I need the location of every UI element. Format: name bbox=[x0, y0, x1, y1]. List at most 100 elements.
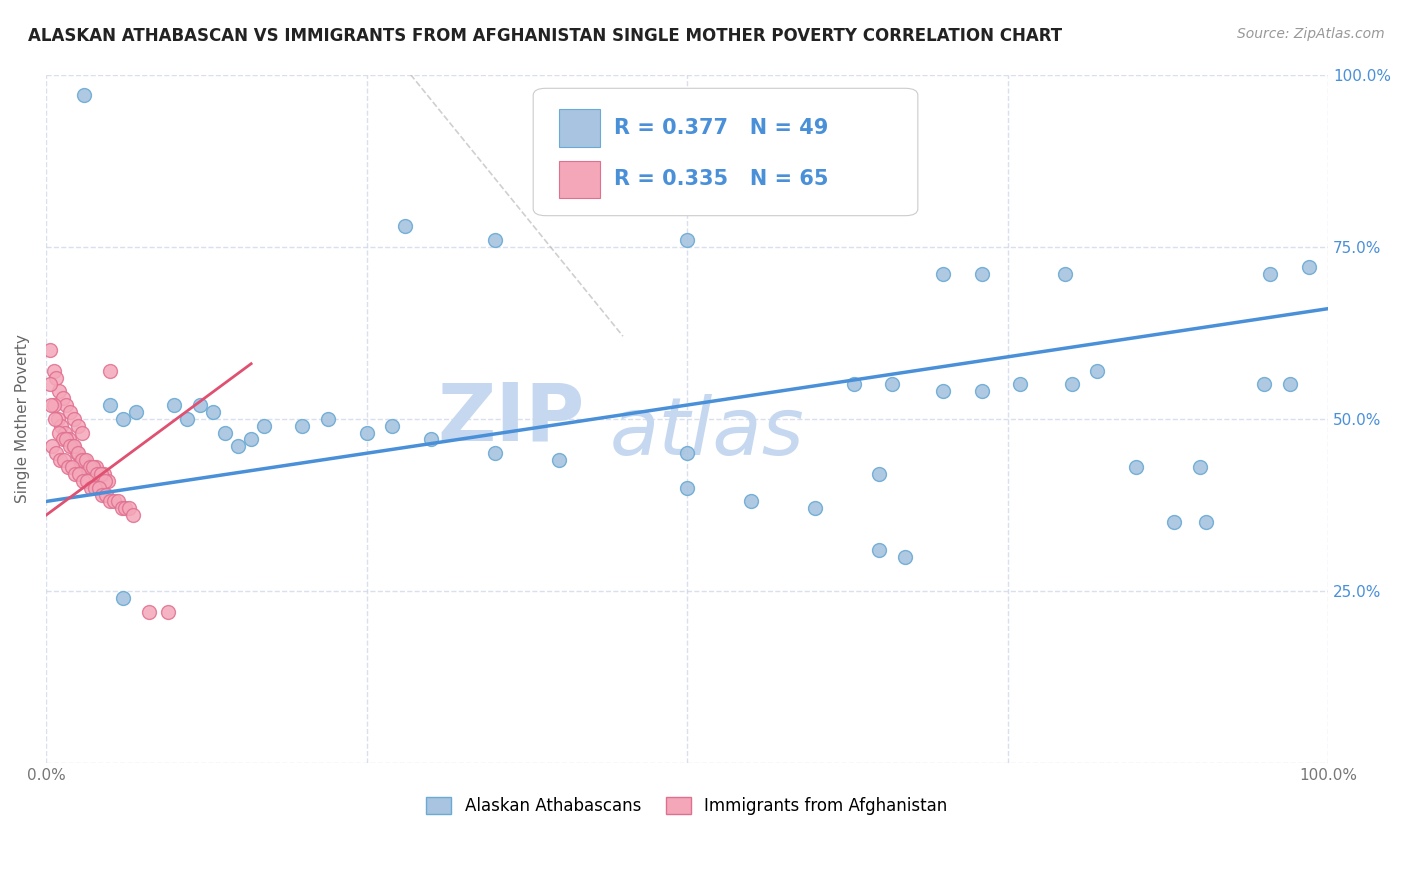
Point bbox=[55, 433, 77, 447]
Point bbox=[63, 412, 86, 426]
Point bbox=[52, 433, 75, 447]
Point bbox=[111, 501, 134, 516]
Point bbox=[1260, 267, 1282, 281]
Point bbox=[59, 439, 82, 453]
Point bbox=[188, 398, 211, 412]
Text: ALASKAN ATHABASCAN VS IMMIGRANTS FROM AFGHANISTAN SINGLE MOTHER POVERTY CORRELAT: ALASKAN ATHABASCAN VS IMMIGRANTS FROM AF… bbox=[28, 27, 1063, 45]
Point bbox=[82, 460, 104, 475]
Point bbox=[547, 453, 569, 467]
Point bbox=[90, 467, 112, 481]
Point bbox=[62, 439, 84, 453]
Point bbox=[868, 467, 890, 481]
Point bbox=[156, 605, 179, 619]
Point bbox=[53, 425, 76, 440]
Point bbox=[73, 88, 96, 103]
Point bbox=[138, 605, 160, 619]
Point bbox=[69, 453, 91, 467]
Y-axis label: Single Mother Poverty: Single Mother Poverty bbox=[15, 334, 30, 503]
Point bbox=[96, 487, 118, 501]
Point bbox=[316, 412, 339, 426]
Text: ZIP: ZIP bbox=[437, 380, 585, 458]
Point bbox=[894, 549, 917, 564]
Point bbox=[89, 467, 111, 481]
Point bbox=[41, 439, 63, 453]
Point bbox=[58, 433, 80, 447]
Point bbox=[356, 425, 378, 440]
Point bbox=[60, 460, 83, 475]
Point bbox=[49, 453, 72, 467]
Point bbox=[240, 433, 263, 447]
Point bbox=[59, 405, 82, 419]
Point bbox=[98, 494, 121, 508]
Point bbox=[1253, 377, 1275, 392]
Point bbox=[98, 398, 121, 412]
Point bbox=[932, 267, 955, 281]
Point bbox=[111, 412, 134, 426]
Point bbox=[75, 453, 97, 467]
Point bbox=[46, 412, 69, 426]
Point bbox=[42, 398, 65, 412]
Point bbox=[80, 481, 103, 495]
Point bbox=[676, 481, 699, 495]
Text: Source: ZipAtlas.com: Source: ZipAtlas.com bbox=[1237, 27, 1385, 41]
Point bbox=[39, 398, 62, 412]
Point bbox=[98, 363, 121, 377]
Point bbox=[96, 474, 118, 488]
Point bbox=[77, 460, 100, 475]
Point bbox=[48, 384, 70, 399]
Point bbox=[48, 425, 70, 440]
Point bbox=[842, 377, 865, 392]
Point bbox=[1298, 260, 1320, 275]
Point bbox=[66, 446, 89, 460]
Point bbox=[1278, 377, 1301, 392]
Point bbox=[45, 370, 67, 384]
Point bbox=[70, 425, 93, 440]
Point bbox=[56, 460, 79, 475]
Point bbox=[70, 453, 93, 467]
Point bbox=[107, 494, 129, 508]
Point bbox=[381, 418, 404, 433]
Point bbox=[87, 481, 110, 495]
Point bbox=[1010, 377, 1032, 392]
Point bbox=[82, 460, 104, 475]
Text: R = 0.377   N = 49: R = 0.377 N = 49 bbox=[614, 118, 828, 137]
Point bbox=[94, 474, 117, 488]
Point bbox=[52, 391, 75, 405]
Point bbox=[86, 467, 108, 481]
Point bbox=[42, 363, 65, 377]
Point bbox=[52, 453, 75, 467]
Text: atlas: atlas bbox=[610, 393, 804, 472]
Point bbox=[394, 219, 416, 233]
Point bbox=[214, 425, 236, 440]
Point bbox=[484, 233, 506, 247]
Point bbox=[93, 467, 115, 481]
Point bbox=[45, 446, 67, 460]
Point bbox=[970, 384, 993, 399]
Point bbox=[1163, 515, 1185, 529]
Point bbox=[176, 412, 198, 426]
Point bbox=[226, 439, 249, 453]
Point bbox=[103, 494, 125, 508]
Point bbox=[1054, 267, 1077, 281]
Point bbox=[44, 412, 66, 426]
Point bbox=[804, 501, 827, 516]
Point bbox=[38, 343, 60, 357]
Point bbox=[65, 467, 87, 481]
Point bbox=[83, 481, 105, 495]
Point bbox=[66, 418, 89, 433]
Point bbox=[484, 446, 506, 460]
Point bbox=[79, 460, 101, 475]
Point bbox=[38, 377, 60, 392]
Point bbox=[882, 377, 904, 392]
Point bbox=[63, 439, 86, 453]
Point bbox=[125, 405, 148, 419]
FancyBboxPatch shape bbox=[558, 109, 600, 147]
Point bbox=[970, 267, 993, 281]
Point bbox=[84, 460, 107, 475]
Point bbox=[114, 501, 136, 516]
Point bbox=[72, 474, 94, 488]
Text: R = 0.335   N = 65: R = 0.335 N = 65 bbox=[614, 169, 828, 189]
Point bbox=[1060, 377, 1083, 392]
Point bbox=[163, 398, 186, 412]
Point bbox=[1188, 460, 1211, 475]
